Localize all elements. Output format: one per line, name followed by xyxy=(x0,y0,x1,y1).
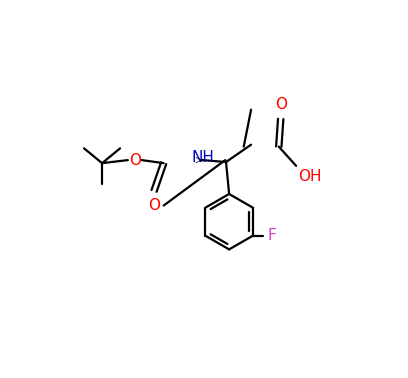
Text: F: F xyxy=(268,228,277,243)
Text: O: O xyxy=(129,153,141,167)
Text: O: O xyxy=(275,98,287,112)
Text: O: O xyxy=(148,198,160,213)
Text: OH: OH xyxy=(298,169,321,184)
Text: NH: NH xyxy=(191,150,214,165)
